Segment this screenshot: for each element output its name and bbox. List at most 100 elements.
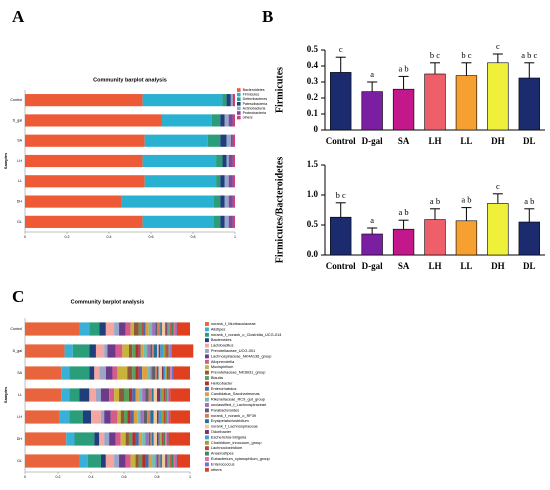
bar-segment bbox=[158, 454, 161, 468]
bar-segment bbox=[150, 410, 154, 424]
legend-label: Prevotellaceae_UCG-001 bbox=[211, 348, 255, 353]
bar-segment bbox=[173, 366, 190, 380]
bar bbox=[455, 75, 478, 131]
bar-segment bbox=[128, 344, 133, 358]
bar-segment bbox=[161, 322, 166, 336]
legend-swatch bbox=[237, 92, 241, 97]
x-tick-label: LH bbox=[428, 136, 441, 146]
bar-segment bbox=[138, 454, 143, 468]
bar-segment bbox=[228, 215, 233, 228]
bar-segment bbox=[175, 322, 177, 336]
bar-segment bbox=[160, 454, 162, 468]
bar-segment bbox=[161, 366, 164, 380]
x-tick-label: 1 bbox=[234, 235, 236, 239]
bar-segment bbox=[119, 454, 126, 468]
bar-segment bbox=[142, 322, 144, 336]
bar-segment bbox=[142, 215, 214, 228]
bar-segment bbox=[25, 154, 143, 168]
significance-label: b c bbox=[336, 190, 346, 200]
significance-label: b c bbox=[461, 50, 471, 60]
legend-label: Enterococcus bbox=[211, 461, 235, 466]
bar-segment bbox=[166, 454, 169, 468]
bar-segment bbox=[165, 432, 167, 446]
bar-segment bbox=[79, 322, 90, 336]
significance-label: b c bbox=[430, 50, 440, 60]
bar-segment bbox=[165, 344, 167, 358]
legend-label: Lactobacillus bbox=[211, 343, 234, 348]
bar-segment bbox=[220, 215, 225, 228]
x-tick-label: 0 bbox=[24, 475, 26, 479]
bar-segment bbox=[137, 410, 141, 424]
bar-segment bbox=[143, 322, 146, 336]
bar-segment bbox=[168, 344, 171, 358]
bar-segment bbox=[66, 432, 75, 446]
bar-segment bbox=[171, 366, 174, 380]
bar-segment bbox=[114, 388, 120, 402]
x-tick-label: 1 bbox=[189, 475, 191, 479]
x-tick-label: D-gal bbox=[362, 136, 383, 146]
bar-segment bbox=[100, 454, 106, 468]
y-tick-label: LH bbox=[17, 415, 22, 419]
bar-segment bbox=[152, 322, 156, 336]
bar-segment bbox=[117, 410, 121, 424]
bar-segment bbox=[222, 154, 227, 168]
bar bbox=[392, 228, 415, 256]
bar-segment bbox=[119, 388, 124, 402]
bar-segment bbox=[79, 454, 88, 468]
y-tick-label: 1.0 bbox=[307, 189, 319, 199]
legend-label: Lachnoclostridium bbox=[211, 445, 242, 450]
significance-label: a b bbox=[398, 63, 408, 73]
x-tick-label: 0.4 bbox=[89, 475, 94, 479]
bar-segment bbox=[228, 175, 233, 188]
bar bbox=[361, 233, 383, 256]
bar-segment bbox=[25, 410, 60, 424]
legend-label: Alloprevotella bbox=[211, 359, 235, 364]
y-axis-label: Samples bbox=[3, 152, 8, 169]
bar-segment bbox=[105, 322, 115, 336]
legend-label: Prevotellaceae_NK3B31_group bbox=[211, 370, 266, 375]
bar-segment bbox=[89, 388, 96, 402]
bar-segment bbox=[176, 322, 190, 336]
bar-segment bbox=[138, 322, 143, 336]
y-axis-label: Firmicutes/Bacteroidetes bbox=[274, 157, 285, 264]
legend-label: Rikenellaceae_RC9_gut_group bbox=[211, 397, 265, 402]
bar-segment bbox=[161, 388, 164, 402]
significance-label: c bbox=[496, 181, 500, 191]
bar-segment bbox=[211, 114, 221, 127]
bar-segment bbox=[171, 322, 174, 336]
bar-segment bbox=[168, 388, 171, 402]
bar-segment bbox=[226, 94, 231, 107]
y-tick-label: Control bbox=[10, 327, 22, 331]
bar-segment bbox=[148, 454, 153, 468]
bar-segment bbox=[120, 432, 126, 446]
bar-segment bbox=[100, 388, 110, 402]
legend-label: Enterorhabdus bbox=[211, 386, 237, 391]
y-tick-label: LL bbox=[18, 179, 22, 183]
legend-swatch bbox=[205, 408, 209, 413]
bar bbox=[424, 219, 446, 256]
bar bbox=[518, 77, 540, 131]
bar-segment bbox=[127, 366, 133, 380]
chart-title: Community barplot analysis bbox=[71, 299, 145, 305]
bar-segment bbox=[157, 388, 161, 402]
legend-swatch bbox=[205, 386, 209, 391]
legend-label: Anaerostipes bbox=[211, 451, 234, 456]
x-tick-label: DL bbox=[523, 136, 536, 146]
bar-segment bbox=[59, 410, 70, 424]
legend-swatch bbox=[205, 435, 209, 440]
bar-segment bbox=[148, 322, 153, 336]
legend-swatch bbox=[205, 376, 209, 380]
legend-swatch bbox=[205, 446, 209, 451]
bar-segment bbox=[104, 410, 111, 424]
bar-segment bbox=[25, 134, 145, 147]
bar bbox=[330, 72, 352, 131]
bar-segment bbox=[168, 410, 171, 424]
bar bbox=[487, 203, 509, 256]
bar-segment bbox=[224, 195, 229, 208]
bar-segment bbox=[148, 432, 151, 446]
bar-segment bbox=[166, 432, 169, 446]
bar-segment bbox=[220, 175, 225, 188]
bar-segment bbox=[112, 366, 118, 380]
y-tick-label: SA bbox=[17, 139, 22, 143]
legend-label: others bbox=[211, 467, 222, 472]
